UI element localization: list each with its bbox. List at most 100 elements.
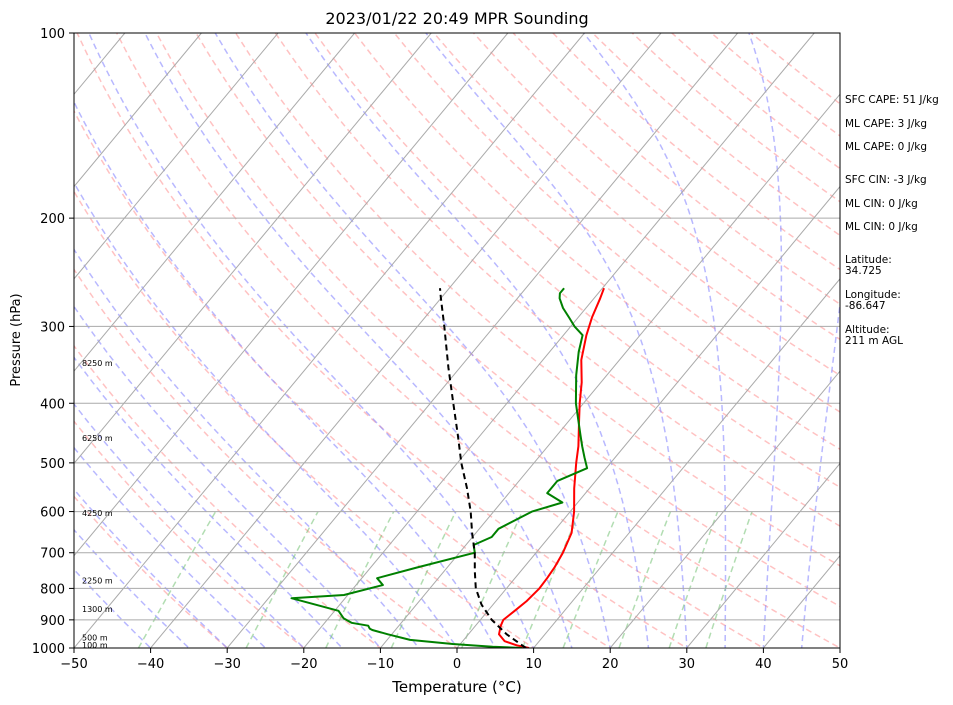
dry-adiabat [433, 33, 840, 377]
isotherm-line [686, 462, 840, 648]
moist-adiabat [748, 33, 783, 648]
isotherm-line [74, 33, 509, 557]
x-tick-label: −40 [137, 657, 164, 672]
y-tick-label: 700 [40, 547, 65, 562]
y-tick-label: 300 [40, 320, 65, 335]
x-tick-label: 10 [525, 657, 542, 672]
dewpoint-trace [290, 287, 589, 648]
isotherm-line [150, 33, 662, 648]
y-tick-label: 600 [40, 506, 65, 521]
mixing-ratio-line [325, 511, 395, 648]
x-tick-label: −10 [367, 657, 394, 672]
y-axis-ticks: 100 200 300 400 500 600 700 800 900 1000 [32, 27, 74, 657]
latitude-value: 34.725 [845, 265, 882, 277]
moist-adiabat [74, 568, 152, 648]
isotherm-line [609, 370, 840, 648]
sounding-series [290, 287, 605, 648]
ml-cin-text-1: ML CIN: 0 J/kg [845, 198, 918, 210]
x-tick-label: 50 [832, 657, 849, 672]
height-label: 2250 m [82, 577, 113, 586]
dry-adiabat [74, 268, 459, 648]
moist-adiabat [74, 528, 191, 648]
isotherm-line [533, 278, 840, 648]
moist-adiabat [74, 305, 382, 648]
x-tick-label: −30 [213, 657, 240, 672]
dry-adiabat [74, 344, 382, 648]
height-label: 100 m [82, 641, 108, 650]
x-tick-label: −20 [290, 657, 317, 672]
height-label: 6250 m [82, 434, 113, 443]
dry-adiabat [116, 33, 765, 648]
x-tick-label: 30 [679, 657, 696, 672]
background-lines [74, 33, 840, 648]
isotherm-line [226, 33, 739, 648]
dry-adiabat [155, 33, 840, 648]
isotherm-line [456, 185, 840, 648]
y-tick-label: 400 [40, 397, 65, 412]
latitude-label: Latitude: [845, 254, 892, 266]
altitude-label: Altitude: [845, 324, 890, 336]
isotherm-line [303, 33, 815, 648]
height-label: 500 m [82, 633, 108, 642]
height-label: 8250 m [82, 359, 113, 368]
x-tick-label: 0 [453, 657, 461, 672]
moist-adiabat [305, 33, 650, 648]
dry-adiabat [74, 495, 229, 648]
height-label: 1300 m [82, 605, 113, 614]
dry-adiabat [195, 33, 840, 608]
dry-adiabat [74, 420, 305, 648]
mixing-ratio-line [668, 511, 719, 648]
y-axis-label: Pressure (hPa) [9, 293, 24, 386]
sfc-cin-text: SFC CIN: -3 J/kg [845, 174, 927, 186]
y-tick-label: 200 [40, 212, 65, 227]
x-axis-ticks: −50 −40 −30 −20 −10 0 10 20 30 40 50 [60, 648, 848, 672]
dry-adiabat [235, 33, 840, 567]
chart-title: 2023/01/22 20:49 MPR Sounding [325, 9, 588, 28]
dry-adiabat [74, 109, 612, 648]
moist-adiabat [74, 248, 420, 648]
altitude-value: 211 m AGL [845, 335, 903, 347]
ml-cin-text-2: ML CIN: 0 J/kg [845, 221, 918, 233]
x-axis-label: Temperature (°C) [391, 678, 521, 696]
dry-adiabat [76, 33, 689, 648]
moist-adiabat [74, 402, 305, 648]
longitude-value: -86.647 [845, 300, 886, 312]
moist-adiabat [583, 33, 727, 648]
temperature-trace [498, 287, 605, 648]
x-tick-label: 20 [602, 657, 619, 672]
moist-adiabat [74, 488, 229, 648]
sfc-cape-text: SFC CAPE: 51 J/kg [845, 94, 939, 106]
isotherm-line [74, 33, 585, 648]
moist-adiabat [425, 33, 688, 648]
isotherm-line [74, 33, 279, 280]
dry-adiabat [274, 33, 840, 527]
mixing-ratio-line [245, 511, 319, 648]
x-tick-label: −50 [60, 657, 87, 672]
x-tick-label: 40 [755, 657, 772, 672]
moist-adiabat [144, 33, 573, 648]
isotherm-line [74, 33, 432, 465]
longitude-label: Longitude: [845, 289, 901, 301]
moist-adiabat [74, 181, 458, 648]
ml-cape-text-1: ML CAPE: 3 J/kg [845, 118, 928, 130]
moist-adiabat [74, 356, 344, 648]
ml-cape-text-2: ML CAPE: 0 J/kg [845, 141, 928, 153]
mixing-ratio-line [705, 511, 753, 648]
y-tick-label: 500 [40, 457, 65, 472]
isotherm-line [74, 33, 202, 188]
moist-adiabat [214, 33, 611, 648]
mixing-ratio-line [137, 511, 217, 648]
dry-adiabat [74, 190, 535, 648]
moist-adiabat [88, 33, 535, 648]
dry-adiabat [393, 33, 840, 413]
moist-adiabat [800, 298, 840, 648]
isotherm-line [380, 93, 840, 648]
height-label: 4250 m [82, 509, 113, 518]
y-tick-label: 100 [40, 27, 65, 42]
y-tick-label: 1000 [32, 642, 65, 657]
y-tick-label: 900 [40, 614, 65, 629]
moist-adiabat [74, 446, 267, 648]
mixing-ratio-line [390, 511, 457, 648]
